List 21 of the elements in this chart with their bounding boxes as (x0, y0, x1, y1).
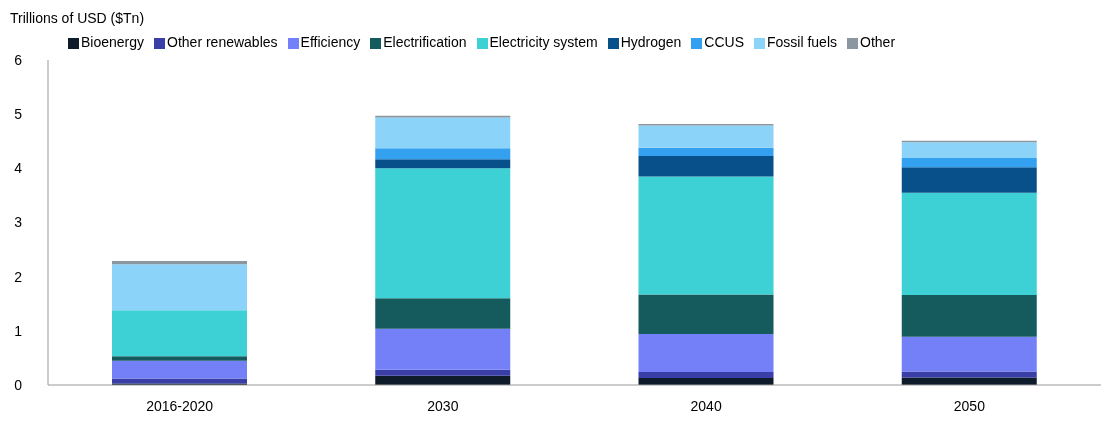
x-tick-label: 2040 (690, 397, 722, 414)
legend-label: Hydrogen (620, 34, 682, 50)
legend-label: Other renewables (167, 34, 278, 50)
legend-label: Fossil fuels (767, 34, 838, 50)
y-tick-label: 1 (14, 322, 23, 339)
legend-label: Bioenergy (81, 34, 145, 50)
legend-label: CCUS (704, 34, 744, 50)
x-tick-label: 2016-2020 (146, 397, 214, 414)
y-tick-label: 6 (14, 51, 23, 68)
legend-label: Other (860, 34, 896, 50)
y-axis-title: Trillions of USD ($Tn) (10, 10, 145, 26)
y-tick-label: 3 (14, 214, 23, 231)
legend-label: Electrification (383, 34, 467, 50)
y-tick-label: 5 (14, 106, 23, 123)
x-tick-label: 2050 (953, 397, 986, 414)
legend-label: Electricity system (489, 34, 598, 50)
legend-label: Efficiency (300, 34, 361, 50)
x-tick-label: 2030 (427, 397, 459, 414)
y-tick-label: 4 (14, 160, 23, 177)
y-tick-label: 0 (14, 376, 23, 393)
y-tick-label: 2 (14, 268, 23, 285)
